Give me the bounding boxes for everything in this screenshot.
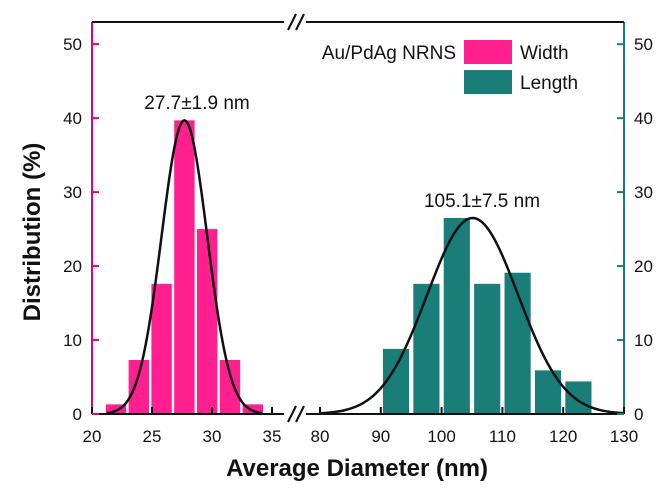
legend-swatch-length [464,70,512,94]
x-tick-label: 130 [610,427,638,446]
bar-length-6 [565,381,592,414]
x-tick-label: 100 [427,427,455,446]
x-tick-label: 35 [263,427,282,446]
y-tick-label-right: 20 [634,257,653,276]
fit-curves-layer [106,119,625,415]
x-tick-label: 90 [371,427,390,446]
bar-width-2 [151,283,172,414]
legend-title: Au/PdAg NRNS [322,43,456,64]
x-tick-label: 80 [311,427,330,446]
x-tick-label: 25 [143,427,162,446]
y-tick-label-left: 40 [63,109,82,128]
y-tick-label-right: 50 [634,35,653,54]
bars-layer [105,120,592,414]
y-tick-label-left: 10 [63,331,82,350]
bar-width-4 [197,229,218,414]
axis-break-mark-1-0 [287,13,297,31]
bar-width-6 [242,404,263,414]
x-tick-label: 20 [83,427,102,446]
legend-label-length: Length [520,73,578,94]
y-tick-label-right: 40 [634,109,653,128]
axis-break-mark-1-1 [295,13,305,31]
legend-swatch-width [464,40,512,64]
axis-break-mark-0-1 [295,405,305,423]
y-tick-label-left: 30 [63,183,82,202]
bar-width-1 [128,360,149,414]
x-axis-title: Average Diameter (nm) [226,455,488,482]
ticks-layer: 20 25 30 35 80 90 100 110 120 130 0 0 10 10 20 20 30 30 40… [63,35,653,446]
y-tick-label-left: 0 [73,405,82,424]
x-tick-label: 110 [489,427,516,446]
y-tick-label-right: 30 [634,183,653,202]
y-tick-label-right: 0 [634,405,643,424]
y-axis-title: Distribution (%) [19,143,46,322]
x-tick-label: 30 [203,427,222,446]
bar-width-3 [174,120,195,414]
x-tick-label: 120 [549,427,577,446]
y-tick-label-left: 20 [63,257,82,276]
bar-width-5 [219,360,241,414]
bar-length-2 [443,218,470,414]
y-tick-label-left: 50 [63,35,82,54]
axes-layer [91,13,625,423]
fit-curve-length [319,216,625,415]
fit-curve-width [106,119,263,415]
y-tick-label-right: 10 [634,331,653,350]
bar-length-3 [474,283,501,414]
bar-length-1 [413,283,440,414]
legend: Au/PdAg NRNS Width Length [322,40,578,94]
bar-width-0 [105,404,127,414]
legend-label-width: Width [520,43,569,64]
length-annotation: 105.1±7.5 nm [424,191,540,212]
width-annotation: 27.7±1.9 nm [144,93,250,114]
axis-break-mark-0-0 [287,405,297,423]
